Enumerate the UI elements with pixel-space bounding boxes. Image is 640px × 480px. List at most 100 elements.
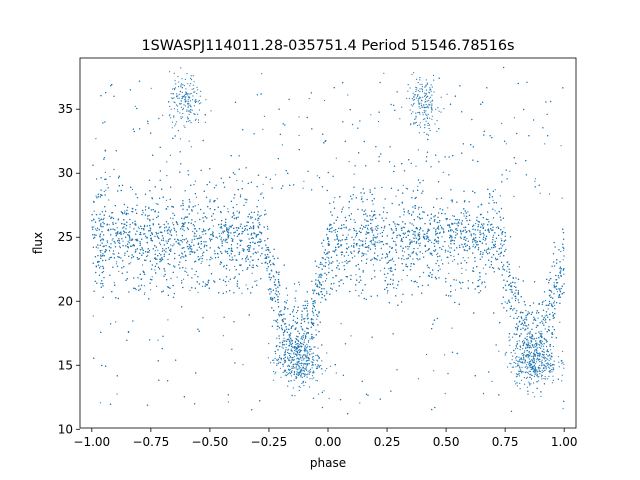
data-point: [354, 255, 356, 257]
data-point: [260, 214, 262, 216]
data-point: [385, 276, 387, 279]
data-point: [138, 233, 141, 235]
data-point: [236, 179, 238, 182]
data-point: [545, 345, 548, 348]
data-point: [316, 175, 318, 177]
data-point: [197, 212, 199, 214]
data-point: [322, 281, 324, 283]
data-point: [221, 237, 223, 239]
data-point: [474, 234, 476, 236]
data-point: [342, 206, 344, 208]
data-point: [439, 268, 441, 270]
data-point: [360, 292, 363, 294]
data-point: [241, 180, 243, 182]
data-point: [355, 274, 357, 276]
data-point: [200, 262, 202, 265]
data-point: [391, 257, 394, 259]
data-point: [252, 266, 255, 269]
data-point: [462, 257, 464, 259]
data-point: [338, 262, 340, 264]
data-point: [326, 227, 328, 229]
data-point: [367, 229, 369, 231]
data-point: [228, 248, 231, 250]
data-point: [185, 267, 187, 269]
data-point: [347, 94, 349, 96]
data-point: [401, 279, 403, 281]
data-point: [506, 351, 508, 353]
data-point: [175, 234, 178, 236]
data-point: [460, 222, 462, 224]
data-point: [377, 120, 380, 123]
data-point: [497, 226, 499, 228]
data-point: [544, 315, 546, 317]
data-point: [222, 335, 224, 337]
data-point: [448, 245, 450, 247]
data-point: [230, 237, 233, 239]
data-point: [435, 234, 437, 236]
data-point: [124, 210, 126, 212]
data-point: [154, 250, 156, 252]
data-point: [108, 224, 110, 226]
data-point: [513, 294, 515, 296]
data-point: [383, 229, 385, 232]
data-point: [250, 216, 252, 218]
data-point: [199, 257, 201, 260]
data-point: [286, 294, 289, 296]
data-point: [417, 208, 419, 210]
data-point: [334, 249, 336, 252]
data-point: [417, 259, 419, 261]
data-point: [114, 241, 116, 243]
data-point: [492, 199, 494, 201]
data-point: [451, 229, 454, 231]
data-point: [501, 233, 503, 235]
data-point: [386, 292, 389, 294]
data-point: [473, 244, 475, 246]
data-point: [465, 269, 467, 271]
data-point: [249, 226, 251, 228]
data-point: [540, 345, 543, 347]
data-point: [252, 237, 254, 239]
data-point: [135, 289, 137, 291]
data-point: [257, 199, 259, 201]
data-point: [450, 199, 452, 201]
data-point: [233, 235, 235, 237]
data-point: [553, 282, 555, 284]
data-point: [361, 196, 363, 198]
data-point: [262, 128, 264, 130]
data-point: [356, 245, 358, 247]
data-point: [529, 332, 531, 334]
data-point: [259, 255, 262, 257]
data-point: [107, 242, 109, 244]
data-point: [539, 192, 541, 194]
data-point: [323, 99, 326, 102]
data-point: [315, 273, 317, 275]
data-point: [137, 239, 139, 241]
data-point: [316, 318, 318, 320]
data-point: [239, 252, 241, 254]
data-point: [433, 250, 435, 252]
data-point: [468, 246, 470, 248]
data-point: [220, 232, 223, 234]
data-point: [268, 261, 271, 264]
data-point: [508, 299, 510, 301]
data-point: [261, 192, 263, 194]
data-point: [331, 270, 333, 272]
data-point: [261, 233, 263, 235]
data-point: [95, 195, 97, 197]
data-point: [209, 240, 212, 242]
data-point: [552, 311, 554, 314]
data-point: [425, 235, 427, 237]
data-point: [224, 250, 226, 252]
data-point: [456, 228, 458, 230]
data-point: [210, 110, 212, 112]
data-point: [403, 258, 405, 261]
data-point: [543, 300, 545, 302]
data-point: [261, 247, 263, 249]
data-point: [353, 173, 355, 175]
data-point: [372, 203, 374, 205]
data-point: [509, 170, 511, 172]
data-point: [328, 267, 330, 269]
data-point: [157, 249, 159, 251]
data-point: [474, 247, 476, 249]
data-point: [503, 227, 505, 229]
